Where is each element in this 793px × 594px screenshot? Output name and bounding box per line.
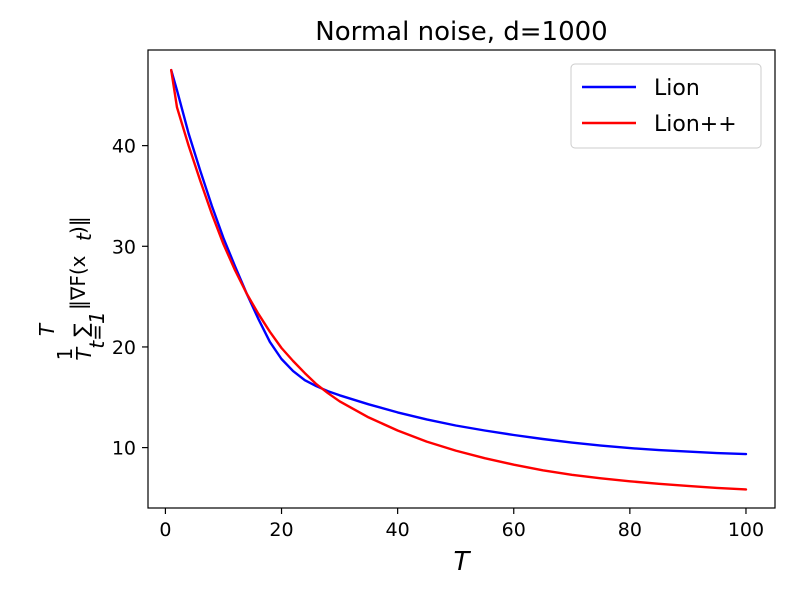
x-tick-label-60: 60 — [502, 519, 526, 541]
x-tick-label-20: 20 — [269, 519, 293, 541]
y-label-sum-top: T — [35, 322, 59, 336]
y-label-norm: ‖∇F(x — [66, 255, 90, 310]
y-label-sum-bottom: t=1 — [85, 311, 109, 348]
x-tick-label-0: 0 — [159, 519, 171, 541]
y-label-frac-num: 1 — [53, 348, 77, 361]
y-label-sum: ∑ — [69, 323, 93, 337]
chart-title: Normal noise, d=1000 — [315, 17, 607, 47]
y-tick-label-40: 40 — [112, 136, 136, 158]
legend-label-lion: Lion — [654, 76, 700, 101]
axes-frame — [147, 49, 776, 509]
legend: Lion Lion++ — [570, 63, 762, 149]
x-tick-label-40: 40 — [386, 519, 410, 541]
legend-label-lionplusplus: Lion++ — [654, 112, 737, 137]
y-label-sub: t — [72, 232, 96, 241]
x-ticks: 0 20 40 60 80 100 — [159, 508, 764, 541]
series-line-lion — [169, 68, 748, 491]
x-axis-label: T — [454, 547, 472, 577]
legend-frame — [570, 63, 762, 149]
y-ticks: 10 20 30 40 — [112, 136, 148, 460]
y-label-frac-den: T — [72, 346, 96, 360]
y-tick-label-30: 30 — [112, 236, 136, 258]
y-label-close: )‖ — [66, 216, 90, 234]
plot-area — [147, 49, 776, 509]
y-axis-label: 1 T ∑ T t=1 ‖∇F(x t )‖ — [35, 216, 109, 360]
x-tick-label-100: 100 — [728, 519, 764, 541]
series-lines — [169, 68, 748, 491]
y-tick-label-20: 20 — [112, 337, 136, 359]
y-tick-label-10: 10 — [112, 438, 136, 460]
x-tick-label-80: 80 — [618, 519, 642, 541]
series-line-lion — [169, 68, 748, 456]
